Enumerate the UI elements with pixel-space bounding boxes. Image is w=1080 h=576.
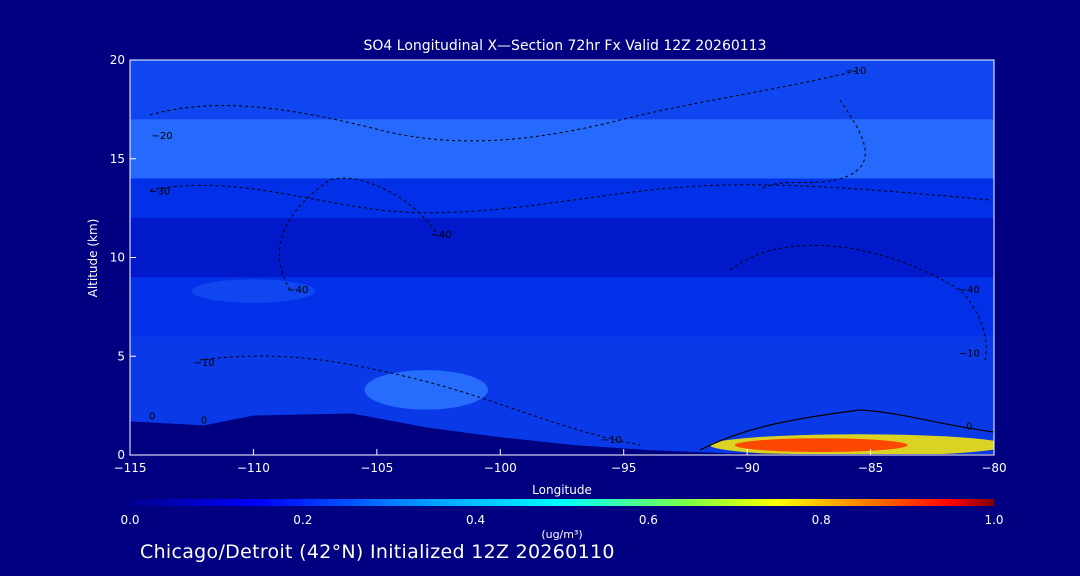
x-tick-label: −100 — [484, 461, 517, 475]
contour-label: −10 — [194, 358, 215, 369]
contour-label: −40 — [287, 285, 308, 296]
contour-label: −30 — [149, 186, 170, 197]
colorbar — [130, 499, 994, 506]
band-top — [130, 60, 994, 120]
y-tick-label: 10 — [110, 251, 125, 265]
footer-caption: Chicago/Detroit (42°N) Initialized 12Z 2… — [140, 541, 615, 563]
colorbar-tick-label: 0.8 — [812, 513, 831, 527]
blob-mid-west — [191, 279, 316, 303]
y-tick-label: 15 — [110, 152, 125, 166]
x-axis-label: Longitude — [532, 483, 592, 497]
chart-title: SO4 Longitudinal X—Section 72hr Fx Valid… — [364, 38, 767, 54]
colorbar-tick-label: 0.6 — [639, 513, 658, 527]
colorbar-tick-label: 0.4 — [466, 513, 485, 527]
x-tick-label: −115 — [114, 461, 147, 475]
contour-line — [278, 177, 441, 291]
blob-surface-east — [734, 438, 908, 453]
x-tick-label: −110 — [237, 461, 270, 475]
contour-label: −10 — [845, 66, 866, 77]
contour-line — [149, 184, 991, 214]
colorbar-tick-label: 0.0 — [120, 513, 139, 527]
contour-label: 0 — [201, 415, 207, 426]
contour-line — [729, 244, 987, 361]
y-axis-label: Altitude (km) — [86, 219, 100, 298]
contour-label: −10 — [601, 435, 622, 446]
x-tick-label: −80 — [981, 461, 1006, 475]
band-upper-mid — [130, 178, 994, 218]
terrain-mask — [130, 413, 994, 455]
contour-label: 0 — [149, 411, 155, 422]
x-tick-label: −105 — [360, 461, 393, 475]
colorbar-tick-label: 0.2 — [293, 513, 312, 527]
band-mid-dark — [130, 218, 994, 278]
contour-line — [759, 99, 866, 191]
contour-label: 0 — [966, 421, 972, 432]
x-tick-label: −95 — [611, 461, 636, 475]
contour-label: −20 — [152, 131, 173, 142]
blob-low-west — [364, 370, 488, 410]
contour-line — [199, 355, 641, 446]
y-tick-label: 20 — [110, 53, 125, 67]
band-upper-light — [130, 119, 994, 179]
contour-line — [699, 409, 994, 451]
y-tick-label: 5 — [117, 349, 125, 363]
colorbar-label: (ug/m³) — [541, 528, 582, 540]
contour-label: −40 — [430, 230, 451, 241]
cross-section-chart: SO4 Longitudinal X—Section 72hr Fx Valid… — [86, 38, 1007, 540]
colorbar-tick-label: 1.0 — [984, 513, 1003, 527]
y-tick-label: 0 — [117, 448, 125, 462]
contour-label: −40 — [959, 285, 980, 296]
x-tick-label: −90 — [734, 461, 759, 475]
x-tick-label: −85 — [858, 461, 883, 475]
contour-label: −10 — [959, 348, 980, 359]
band-low — [130, 336, 994, 416]
